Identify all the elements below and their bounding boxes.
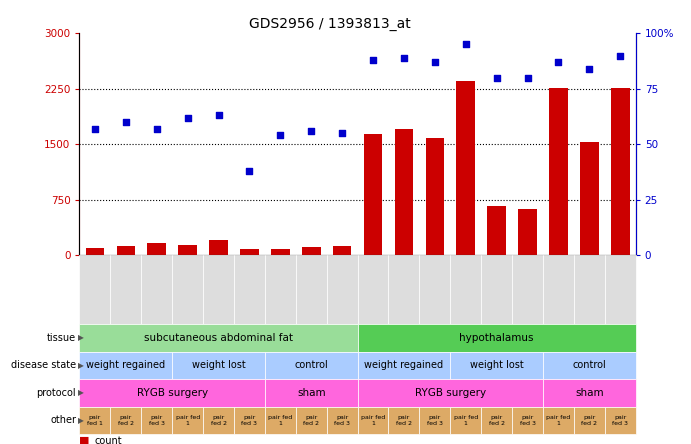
Bar (611, 88, 630, 255)
Text: pair
fed 3: pair fed 3 (612, 415, 628, 426)
Bar (487, 206, 506, 255)
Text: weight regained: weight regained (86, 361, 165, 370)
Point (151, 125, 162, 132)
Text: pair
fed 1: pair fed 1 (87, 415, 103, 426)
Text: control: control (294, 361, 328, 370)
Text: disease state: disease state (11, 361, 76, 370)
Text: sham: sham (575, 388, 604, 398)
Bar (518, 210, 537, 255)
Bar (302, 247, 321, 255)
Text: other: other (50, 416, 76, 425)
Point (182, 114, 193, 121)
Text: weight lost: weight lost (470, 361, 524, 370)
Text: ▶: ▶ (78, 416, 84, 425)
Text: pair
fed 3: pair fed 3 (427, 415, 443, 426)
Text: pair
fed 3: pair fed 3 (520, 415, 536, 426)
Bar (117, 246, 135, 255)
Point (244, 167, 255, 174)
Point (429, 59, 440, 66)
Point (460, 41, 471, 48)
Text: pair fed
1: pair fed 1 (547, 415, 571, 426)
Point (89, 125, 100, 132)
Text: subcutaneous abdominal fat: subcutaneous abdominal fat (144, 333, 293, 343)
Bar (147, 243, 166, 255)
Point (553, 59, 564, 66)
Bar (457, 81, 475, 255)
Bar (86, 248, 104, 255)
Bar (395, 130, 413, 255)
Point (615, 52, 626, 59)
Text: ▶: ▶ (78, 388, 84, 397)
Bar (240, 250, 258, 255)
Bar (580, 142, 598, 255)
Point (337, 130, 348, 137)
Text: tissue: tissue (47, 333, 76, 343)
Bar (209, 241, 228, 255)
Text: ▶: ▶ (78, 333, 84, 342)
Bar (363, 134, 382, 255)
Text: pair
fed 2: pair fed 2 (118, 415, 134, 426)
Text: pair
fed 3: pair fed 3 (149, 415, 164, 426)
Bar (271, 249, 290, 255)
Text: RYGB surgery: RYGB surgery (137, 388, 208, 398)
Point (275, 132, 286, 139)
Text: pair
fed 2: pair fed 2 (489, 415, 504, 426)
Point (522, 74, 533, 81)
Bar (333, 246, 352, 255)
Text: pair
fed 2: pair fed 2 (303, 415, 319, 426)
Text: pair
fed 2: pair fed 2 (211, 415, 227, 426)
Point (491, 74, 502, 81)
Text: weight lost: weight lost (191, 361, 245, 370)
Text: pair
fed 2: pair fed 2 (396, 415, 412, 426)
Text: pair
fed 3: pair fed 3 (241, 415, 258, 426)
Point (305, 127, 316, 135)
Text: control: control (572, 361, 606, 370)
Text: protocol: protocol (37, 388, 76, 398)
Text: count: count (95, 436, 122, 444)
Text: pair fed
1: pair fed 1 (268, 415, 292, 426)
Title: GDS2956 / 1393813_at: GDS2956 / 1393813_at (249, 17, 410, 31)
Point (120, 119, 131, 126)
Text: pair
fed 2: pair fed 2 (581, 415, 597, 426)
Text: weight regained: weight regained (364, 361, 444, 370)
Text: ▶: ▶ (78, 361, 84, 370)
Text: RYGB surgery: RYGB surgery (415, 388, 486, 398)
Text: pair fed
1: pair fed 1 (361, 415, 385, 426)
Text: sham: sham (297, 388, 325, 398)
Point (213, 112, 224, 119)
Point (368, 56, 379, 63)
Point (584, 65, 595, 72)
Bar (426, 138, 444, 255)
Text: ■: ■ (79, 436, 90, 444)
Text: pair fed
1: pair fed 1 (453, 415, 478, 426)
Text: hypothalamus: hypothalamus (460, 333, 534, 343)
Bar (549, 88, 568, 255)
Text: pair fed
1: pair fed 1 (176, 415, 200, 426)
Bar (178, 245, 197, 255)
Text: pair
fed 3: pair fed 3 (334, 415, 350, 426)
Point (399, 54, 410, 61)
